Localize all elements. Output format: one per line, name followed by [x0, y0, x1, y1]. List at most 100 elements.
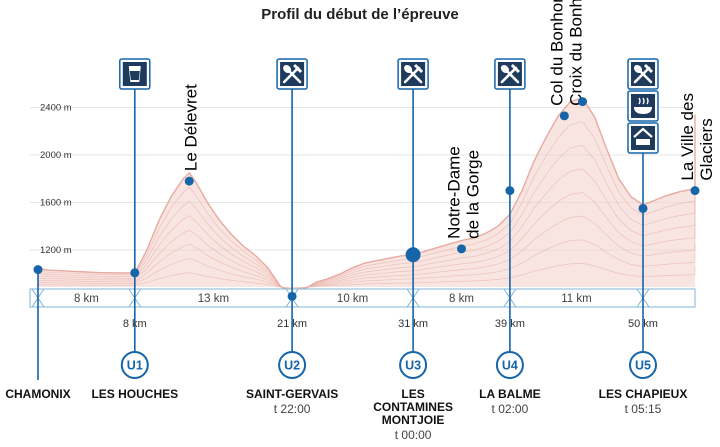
terrain-relief-line [37, 144, 696, 295]
peak-label: Le Délevret [181, 84, 200, 171]
glass-liquid [129, 71, 140, 80]
spoon-bowl [500, 64, 509, 74]
bed-shape [636, 139, 650, 145]
peak-point [184, 176, 194, 186]
station-time: t 22:00 [274, 402, 311, 416]
segment-distance-label: 8 km [74, 293, 99, 305]
fork-shape [633, 66, 651, 84]
station-id: U3 [405, 359, 421, 373]
station-id: U1 [127, 359, 143, 373]
station-name: LES [401, 387, 424, 401]
aid-stations: CHAMONIX 8 km U1 LES HOUCHES 21 km U2 SAINT-GE… [5, 58, 688, 442]
distance-segment-bar: 8 km 13 km 10 km 8 km 11 km [29, 288, 696, 308]
peak-label: La Ville desGlaciers [678, 93, 716, 181]
peak: Notre-Damede la Gorge [445, 146, 483, 254]
spoon-bowl [404, 64, 413, 74]
segment-distance-label: 8 km [449, 293, 474, 305]
station-name: CONTAMINES [373, 400, 453, 414]
station-km-label: 50 km [628, 318, 658, 330]
station-id: U4 [502, 359, 518, 373]
segment-distance-label: 11 km [561, 293, 591, 305]
station-point [405, 247, 421, 263]
fork-shape [282, 66, 300, 84]
bowl-shape [634, 107, 652, 114]
station-badge [495, 351, 524, 379]
peak: La Ville desGlaciers [678, 93, 716, 196]
roof-shape [633, 127, 653, 138]
station-id: U2 [284, 359, 300, 373]
station-badge [120, 351, 149, 379]
station-km-label: 21 km [277, 318, 307, 330]
peak-label-line: La Ville des [678, 93, 697, 181]
fork-head [414, 63, 424, 74]
aid-station: CHAMONIX [5, 265, 71, 401]
station-point [638, 203, 648, 213]
aid-station: 8 km U1 LES HOUCHES [91, 58, 178, 401]
summit-point [578, 97, 587, 107]
station-km-label: 8 km [123, 318, 147, 330]
station-name: LES CHAPIEUX [599, 387, 688, 401]
segment-bar-frame [29, 288, 696, 308]
peak: Col du BonhommeCroix du Bonhomme [547, 0, 585, 121]
terrain-relief-line [37, 192, 696, 293]
peak-point [559, 111, 569, 121]
fork-shape [500, 66, 518, 84]
y-tick-label: 1600 m [40, 198, 72, 209]
terrain-relief-line [37, 215, 696, 291]
peak-label: Notre-Damede la Gorge [445, 146, 483, 239]
station-id: U5 [635, 359, 651, 373]
spoon-bowl [633, 64, 643, 74]
peak-label-line: de la Gorge [464, 150, 483, 239]
steam-shape [638, 97, 649, 105]
station-km-label: 31 km [398, 318, 428, 330]
peak-point [457, 244, 466, 254]
terrain-fill [38, 98, 695, 297]
station-badge [399, 351, 428, 379]
station-badge [629, 351, 657, 379]
peak-point [690, 186, 700, 196]
peak-labels: Le Délevret Notre-Damede la Gorge Col du B… [181, 0, 716, 254]
station-time: t 00:00 [395, 428, 432, 442]
terrain-relief-line [37, 239, 696, 290]
station-time: t 02:00 [492, 402, 529, 416]
peak: Le Délevret [181, 84, 200, 186]
chart-title: Profil du début de l’épreuve [261, 6, 459, 23]
spoon-bowl [283, 64, 292, 74]
station-time: t 05:15 [625, 402, 662, 416]
station-name: LES HOUCHES [91, 387, 178, 401]
peak-label-line: Le Délevret [181, 84, 200, 171]
station-name: SAINT-GERVAIS [246, 387, 338, 401]
station-point [287, 291, 297, 301]
peak-label-line: Col du Bonhomme [547, 0, 566, 106]
y-axis: 1200 m 1600 m 2000 m 2400 m [40, 103, 72, 257]
terrain-relief-line [37, 263, 696, 289]
station-name: LA BALME [479, 387, 541, 401]
hot-meal-icon [631, 94, 655, 118]
station-point [505, 186, 515, 196]
peak-label-line: Glaciers [697, 118, 716, 180]
fork-head [293, 63, 303, 74]
terrain-relief-line [37, 121, 696, 296]
peak-label-line: Notre-Dame [445, 146, 464, 239]
station-point [33, 265, 43, 275]
fork-head [643, 63, 654, 74]
segment-distance-label: 10 km [337, 293, 368, 305]
terrain-area [37, 97, 696, 298]
fork-head [510, 63, 520, 74]
segment-distance-label: 13 km [198, 293, 229, 305]
station-km-label: 39 km [495, 318, 525, 330]
station-name: MONTJOIE [382, 413, 445, 427]
station-name: CHAMONIX [5, 387, 70, 401]
y-tick-label: 2400 m [40, 103, 72, 114]
peak-label: Col du BonhommeCroix du Bonhomme [547, 0, 585, 106]
y-tick-label: 2000 m [40, 150, 72, 161]
terrain-relief-line [37, 168, 696, 294]
y-tick-label: 1200 m [40, 245, 72, 256]
station-badge [278, 351, 307, 379]
station-point [130, 268, 140, 278]
